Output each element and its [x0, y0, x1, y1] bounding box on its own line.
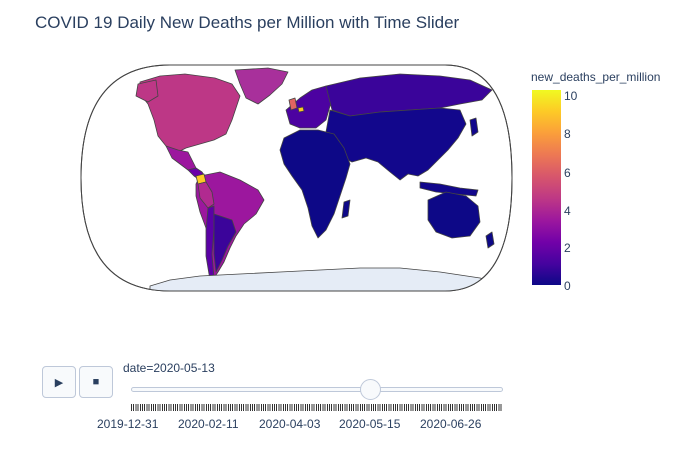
region-australia[interactable]	[427, 191, 481, 239]
region-greenland[interactable]	[234, 67, 289, 105]
colorbar-tick-4: 4	[564, 204, 571, 218]
region-europe[interactable]	[285, 85, 335, 129]
stop-icon: ■	[92, 376, 100, 388]
region-belgium[interactable]	[297, 106, 305, 113]
colorbar-tick-2: 2	[564, 241, 571, 255]
region-argentina[interactable]	[213, 213, 237, 273]
chart-title: COVID 19 Daily New Deaths per Million wi…	[35, 13, 460, 32]
slider-tick-label[interactable]: 2020-02-11	[178, 417, 239, 431]
colorbar-title: new_deaths_per_million	[531, 70, 661, 84]
region-japan[interactable]	[469, 117, 479, 137]
colorbar-tick-8: 8	[564, 127, 571, 141]
colorbar-gradient	[532, 90, 561, 285]
region-peru[interactable]	[197, 181, 215, 209]
region-antarctica[interactable]	[149, 267, 512, 292]
region-madagascar[interactable]	[341, 199, 351, 219]
region-africa[interactable]	[279, 129, 351, 239]
play-icon: ▶	[54, 376, 64, 389]
slider-tick-label[interactable]: 2020-06-26	[420, 417, 482, 431]
region-new-zealand[interactable]	[485, 231, 495, 249]
slider-track[interactable]	[131, 387, 503, 392]
slider-tick-label[interactable]: 2020-04-03	[259, 417, 321, 431]
colorbar-tick-0: 0	[564, 279, 571, 293]
region-north-america[interactable]	[139, 73, 241, 155]
slider-current-value: date=2020-05-13	[123, 361, 215, 375]
colorbar-tick-6: 6	[564, 166, 571, 180]
stop-button[interactable]: ■	[79, 366, 113, 398]
region-indonesia[interactable]	[419, 181, 479, 197]
region-alaska[interactable]	[135, 79, 159, 103]
slider-tick-marks	[131, 404, 503, 411]
slider-handle[interactable]	[360, 379, 382, 400]
colorbar-tick-10: 10	[564, 89, 578, 103]
region-united-kingdom[interactable]	[288, 97, 298, 111]
slider-tick-label[interactable]: 2020-05-15	[339, 417, 401, 431]
map-frame-outline	[80, 64, 513, 292]
play-button[interactable]: ▶	[42, 366, 76, 398]
slider-tick-label[interactable]: 2019-12-31	[97, 417, 159, 431]
